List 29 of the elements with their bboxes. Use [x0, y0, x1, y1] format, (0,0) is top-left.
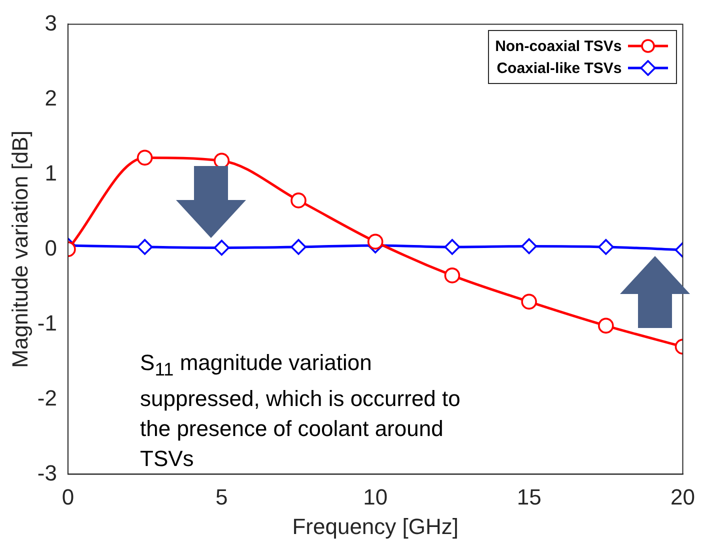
point — [136, 239, 153, 255]
legend-label: Coaxial-like TSVs — [496, 60, 622, 77]
point — [521, 294, 537, 310]
x-axis-title: Frequency [GHz] — [292, 514, 459, 539]
point — [444, 239, 460, 255]
point — [214, 240, 230, 256]
annotation: S$_{11}$ magnitude variation suppressed, which is occurred to the presence of coolant around TSVs — [140, 349, 462, 474]
y-tick-label: 3 — [44, 10, 57, 36]
point — [598, 318, 614, 334]
x-tick-label: 10 — [363, 484, 388, 510]
point — [136, 150, 153, 166]
y-axis-title: Magnitude variation [dB] — [7, 130, 32, 368]
point — [290, 192, 306, 208]
point — [521, 238, 537, 254]
point — [290, 239, 306, 255]
y-tick-label: -1 — [37, 310, 57, 336]
legend-label: Non-coaxial TSVs — [495, 38, 622, 55]
x-tick-label: 15 — [516, 484, 542, 510]
x-tick-label: 0 — [62, 484, 74, 510]
point — [598, 239, 614, 255]
x-tick-label: 20 — [670, 484, 696, 510]
point — [444, 268, 460, 284]
y-tick-label: 1 — [44, 160, 57, 186]
point — [367, 234, 384, 250]
y-tick-label: -2 — [37, 385, 57, 410]
y-tick-label: -3 — [37, 460, 57, 486]
x-tick-label: 5 — [216, 484, 228, 510]
y-tick-label: 2 — [44, 85, 57, 110]
y-tick-label: 0 — [44, 235, 57, 260]
